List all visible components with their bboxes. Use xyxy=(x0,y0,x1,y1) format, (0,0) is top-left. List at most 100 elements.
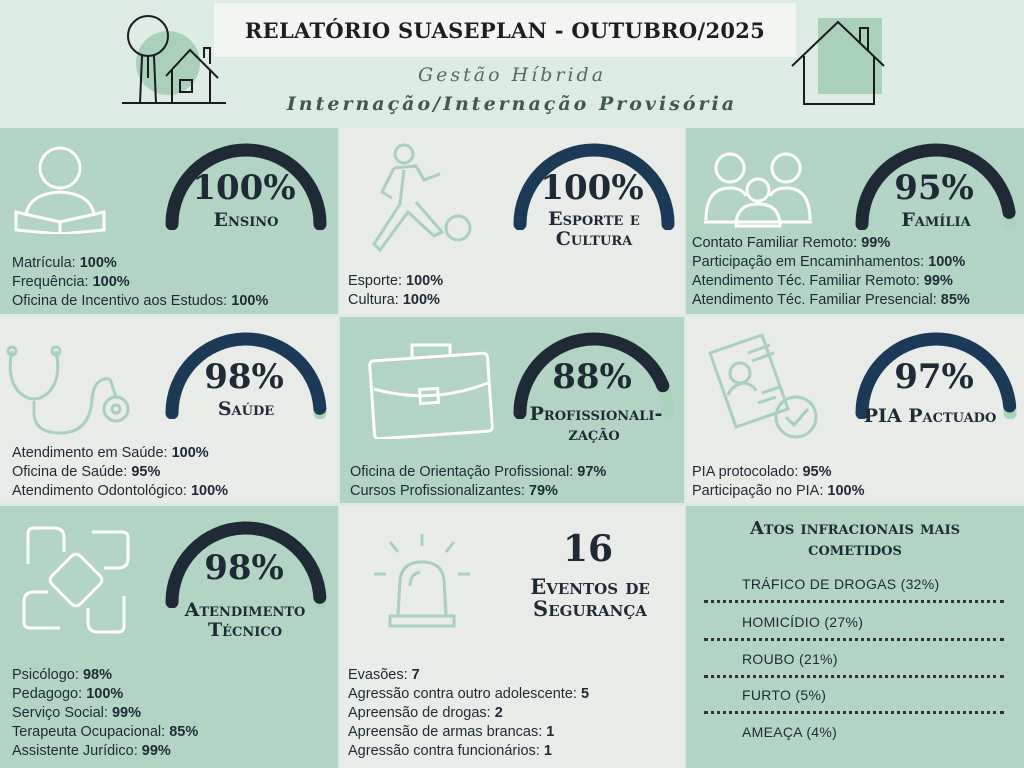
label-atendimento-line2: Técnico xyxy=(207,619,283,641)
metric-row: Cultura: 100% xyxy=(348,292,440,308)
panel-ensino: 100% Ensino Matrícula: 100% Frequência: … xyxy=(0,128,338,314)
metric-row: Participação no PIA: 100% xyxy=(692,483,865,499)
metric-row: Apreensão de drogas: 2 xyxy=(348,705,503,721)
report-subtitle: Gestão Híbrida xyxy=(417,64,607,86)
metrics-pia: PIA protocolado: 95% Participação no PIA… xyxy=(692,463,865,501)
dotted-divider xyxy=(704,600,1004,603)
gauge-saude xyxy=(165,332,327,419)
panel-esporte-cultura: 100% Esporte e Cultura Esporte: 100% Cul… xyxy=(340,128,684,314)
gauge-profissionalizacao xyxy=(513,332,675,419)
dotted-divider xyxy=(704,638,1004,641)
report-title: RELATÓRIO SUASEPLAN - OUTUBRO/2025 xyxy=(244,17,766,43)
gauge-fill xyxy=(165,143,327,230)
act-item: TRÁFICO DE DROGAS (32%) xyxy=(742,576,940,592)
act-item: HOMICÍDIO (27%) xyxy=(742,614,864,630)
metrics-profissionalizacao: Oficina de Orientação Profissional: 97% … xyxy=(350,463,606,501)
panel-saude: 98% Saúde Atendimento em Saúde: 100% Ofi… xyxy=(0,317,338,503)
joined-hands-icon xyxy=(22,526,130,634)
atos-title: Atos infracionais mais cometidos xyxy=(749,518,961,560)
metric-row: Assistente Jurídico: 99% xyxy=(12,743,171,759)
report-title-box: RELATÓRIO SUASEPLAN - OUTUBRO/2025 xyxy=(214,3,796,57)
label-familia: Família xyxy=(901,209,971,231)
percent-atendimento: 98% xyxy=(204,548,284,588)
act-item: ROUBO (21%) xyxy=(742,651,838,667)
gauge-ensino xyxy=(165,143,327,230)
panel-familia: 95% Família Contato Familiar Remoto: 99%… xyxy=(686,128,1024,314)
metric-row: Atendimento Téc. Familiar Remoto: 99% xyxy=(692,273,953,289)
metric-row: Matrícula: 100% xyxy=(12,255,117,271)
document-approved-icon xyxy=(708,333,818,439)
label-atendimento-line1: Atendimento xyxy=(184,599,306,621)
metrics-atendimento: Psicólogo: 98% Pedagogo: 100% Serviço So… xyxy=(12,666,198,761)
metric-row: Apreensão de armas brancas: 1 xyxy=(348,724,555,740)
label-profissionalizacao-line1: Profissionali- xyxy=(529,403,663,425)
label-seguranca-line1: Eventos de xyxy=(530,574,650,599)
security-events-count: 16 xyxy=(562,528,614,570)
gauge-atendimento xyxy=(165,521,327,608)
metric-row: Oficina de Saúde: 95% xyxy=(12,464,161,480)
panel-atendimento-tecnico: 98% Atendimento Técnico Psicólogo: 98% P… xyxy=(0,506,338,768)
metric-row: Atendimento Téc. Familiar Presencial: 85… xyxy=(692,292,970,308)
stethoscope-icon xyxy=(6,345,130,435)
label-esporte-line1: Esporte e xyxy=(548,208,640,230)
metric-row: Oficina de Incentivo aos Estudos: 100% xyxy=(12,293,269,309)
panel-profissionalizacao: 88% Profissionali- zação Oficina de Orie… xyxy=(340,317,684,503)
briefcase-icon xyxy=(368,343,494,439)
panel-eventos-seguranca: 16 Eventos de Segurança Evasões: 7 Agres… xyxy=(340,506,684,768)
metric-row: Participação em Encaminhamentos: 100% xyxy=(692,254,966,270)
metric-row: Agressão contra funcionários: 1 xyxy=(348,743,552,759)
percent-saude: 98% xyxy=(204,357,284,397)
metrics-seguranca: Evasões: 7 Agressão contra outro adolesc… xyxy=(348,666,589,761)
metric-row: Evasões: 7 xyxy=(348,667,420,683)
metric-row: Pedagogo: 100% xyxy=(12,686,124,702)
gauge-fill xyxy=(855,332,1017,419)
metrics-esporte: Esporte: 100% Cultura: 100% xyxy=(348,272,443,310)
label-ensino: Ensino xyxy=(213,209,279,231)
gauge-fill xyxy=(513,332,670,419)
metric-row: Frequência: 100% xyxy=(12,274,130,290)
metric-row: Psicólogo: 98% xyxy=(12,667,112,683)
metric-row: Contato Familiar Remoto: 99% xyxy=(692,235,891,251)
metric-row: Atendimento em Saúde: 100% xyxy=(12,445,209,461)
gauge-fill xyxy=(165,332,327,419)
percent-pia: 97% xyxy=(894,357,974,397)
label-pia: PIA Pactuado xyxy=(863,405,997,427)
metric-row: PIA protocolado: 95% xyxy=(692,464,832,480)
dotted-divider xyxy=(704,675,1004,678)
metrics-familia: Contato Familiar Remoto: 99% Participaçã… xyxy=(692,234,970,310)
siren-icon xyxy=(374,534,470,628)
label-seguranca-line2: Segurança xyxy=(533,596,647,621)
reading-person-icon xyxy=(14,146,106,234)
metric-row: Agressão contra outro adolescente: 5 xyxy=(348,686,590,702)
metrics-ensino: Matrícula: 100% Frequência: 100% Oficina… xyxy=(12,254,268,311)
soccer-player-icon xyxy=(372,143,472,253)
tree-house-icon xyxy=(122,15,226,104)
metric-row: Serviço Social: 99% xyxy=(12,705,141,721)
percent-profissionalizacao: 88% xyxy=(552,357,632,397)
metric-row: Terapeuta Ocupacional: 85% xyxy=(12,724,199,740)
label-esporte-line2: Cultura xyxy=(555,228,633,250)
house-icon xyxy=(791,18,885,105)
metric-row: Oficina de Orientação Profissional: 97% xyxy=(350,464,607,480)
gauge-familia xyxy=(855,143,1017,230)
metric-row: Esporte: 100% xyxy=(348,273,444,289)
family-icon xyxy=(704,152,812,228)
percent-esporte: 100% xyxy=(540,168,644,208)
panel-pia: 97% PIA Pactuado PIA protocolado: 95% Pa… xyxy=(686,317,1024,503)
dotted-divider xyxy=(704,711,1004,714)
act-item: FURTO (5%) xyxy=(742,687,827,703)
act-item: AMEAÇA (4%) xyxy=(742,724,838,740)
report-header: RELATÓRIO SUASEPLAN - OUTUBRO/2025 Gestã… xyxy=(0,0,1024,126)
metric-row: Atendimento Odontológico: 100% xyxy=(12,483,229,499)
label-profissionalizacao-line2: zação xyxy=(568,423,620,445)
gauge-esporte xyxy=(513,143,675,230)
metric-row: Cursos Profissionalizantes: 79% xyxy=(350,483,558,499)
percent-ensino: 100% xyxy=(192,168,296,208)
panel-atos-infracionais: Atos infracionais mais cometidos TRÁFICO… xyxy=(686,506,1024,768)
metrics-saude: Atendimento em Saúde: 100% Oficina de Sa… xyxy=(12,444,228,501)
percent-familia: 95% xyxy=(894,168,974,208)
gauge-fill xyxy=(165,521,327,608)
gauge-fill xyxy=(855,143,1016,230)
gauge-fill xyxy=(513,143,675,230)
label-saude: Saúde xyxy=(217,398,275,420)
